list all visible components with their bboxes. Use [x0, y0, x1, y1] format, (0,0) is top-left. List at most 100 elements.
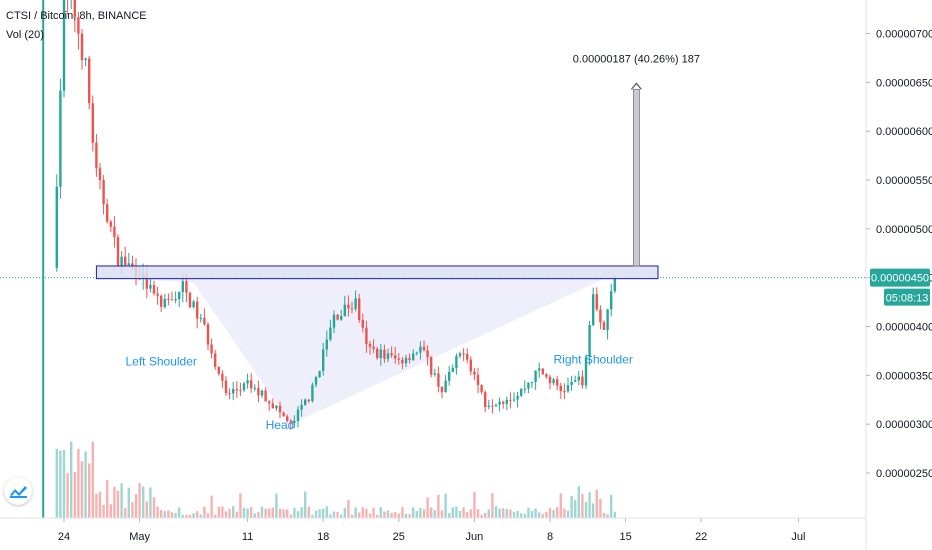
candle-body	[422, 346, 426, 351]
volume-bar	[563, 508, 566, 518]
neckline-zone[interactable]	[95, 265, 659, 280]
candle-body	[397, 358, 400, 360]
volume-bar	[498, 508, 501, 518]
volume-bar	[185, 514, 188, 518]
volume-bar	[426, 497, 429, 518]
volume-bar	[350, 514, 354, 518]
x-tick-label-6: 8	[547, 531, 553, 543]
volume-bar	[214, 514, 217, 518]
candle-body	[516, 395, 519, 400]
volume-bar	[282, 509, 285, 518]
volume-bar	[278, 508, 282, 518]
candle-body	[534, 370, 537, 383]
y-tick-label-3: 0.00000550	[876, 175, 932, 187]
annotation-left-shoulder: Left Shoulder	[126, 355, 197, 369]
candle-body	[563, 391, 566, 393]
candle-body	[455, 356, 458, 369]
candle-body	[210, 344, 213, 354]
target-arrow[interactable]: 0.00000187 (40.26%) 187	[573, 53, 700, 267]
candle-body	[473, 371, 476, 375]
time-axis[interactable]: 24 May 11 18 25 Jun 8 15 22 Jul	[0, 517, 866, 543]
tradingview-logo[interactable]	[4, 477, 32, 505]
volume-bar	[235, 511, 238, 518]
candle-body	[566, 385, 570, 392]
candle-body	[318, 371, 321, 378]
candle-body	[156, 293, 159, 296]
candle-body	[419, 346, 422, 353]
volume-bar	[293, 507, 296, 518]
candle-body	[430, 357, 433, 375]
volume-bar	[383, 511, 386, 518]
price-badges: 0.00000450 05:08:13	[870, 268, 930, 306]
candle-body	[224, 380, 228, 394]
volume-bar	[458, 510, 462, 518]
candle-body	[466, 353, 469, 360]
candle-body	[242, 383, 246, 391]
candle-body	[253, 387, 256, 389]
candle-body	[570, 381, 573, 386]
symbol-title: CTSI / Bitcoin, 8h, BINANCE	[6, 10, 147, 22]
candle-body	[577, 376, 580, 381]
candle-body	[232, 389, 235, 394]
volume-bar	[466, 512, 469, 518]
candle-body	[401, 359, 404, 364]
annotation-right-shoulder: Right Shoulder	[554, 353, 633, 367]
volume-bar	[440, 510, 444, 518]
candle-body	[181, 281, 184, 293]
volume-bar	[95, 493, 98, 518]
volume-bar	[188, 514, 192, 518]
candle-body	[192, 301, 195, 308]
candle-body	[386, 353, 390, 359]
candle-body	[77, 17, 80, 34]
candle-body	[73, 0, 76, 18]
volume-bar	[199, 514, 202, 518]
volume-bar	[404, 513, 408, 518]
volume-indicator-label: Vol (20)	[6, 29, 44, 41]
candle-body	[415, 352, 418, 354]
annotation-head: Head	[266, 418, 295, 432]
volume-bar	[275, 493, 278, 518]
candle-body	[271, 403, 274, 409]
volume-bar	[242, 507, 246, 518]
volume-bar	[170, 512, 174, 518]
candle-body	[498, 401, 501, 405]
x-tick-label-2: 11	[242, 531, 253, 543]
volume-bar	[372, 507, 375, 518]
candle-body	[214, 353, 217, 367]
volume-bar	[224, 511, 228, 518]
candle-body	[599, 309, 602, 323]
candle-body	[235, 389, 238, 391]
volume-bar	[476, 509, 480, 518]
volume-bar	[437, 494, 440, 518]
volume-bar	[462, 507, 465, 518]
volume-bar	[77, 448, 80, 518]
volume-bar	[444, 493, 447, 518]
candle-body	[91, 103, 94, 143]
candle-body	[350, 308, 354, 310]
volume-bar	[354, 507, 357, 518]
candle-body	[613, 277, 616, 292]
candle-body	[260, 390, 264, 396]
volume-bar	[527, 507, 530, 518]
volume-bar	[221, 506, 224, 518]
volume-bar	[178, 507, 181, 518]
neckline-rectangle[interactable]	[95, 265, 659, 280]
volume-bar	[422, 509, 426, 518]
candle-body	[383, 349, 386, 359]
candle-body	[131, 263, 134, 267]
volume-bar	[469, 509, 472, 518]
candle-body	[113, 226, 116, 238]
volume-bar	[480, 514, 483, 518]
volume-bar	[174, 512, 177, 518]
volume-bar	[520, 513, 523, 518]
candle-body	[304, 399, 307, 405]
volume-bar	[318, 509, 321, 518]
volume-bar	[610, 494, 613, 518]
volume-bar	[606, 514, 609, 518]
volume-bar	[286, 509, 289, 518]
volume-bar	[332, 511, 336, 518]
y-tick-label-7: 0.00000350	[876, 370, 932, 382]
volume-bar	[322, 508, 325, 518]
candles	[55, 0, 616, 430]
